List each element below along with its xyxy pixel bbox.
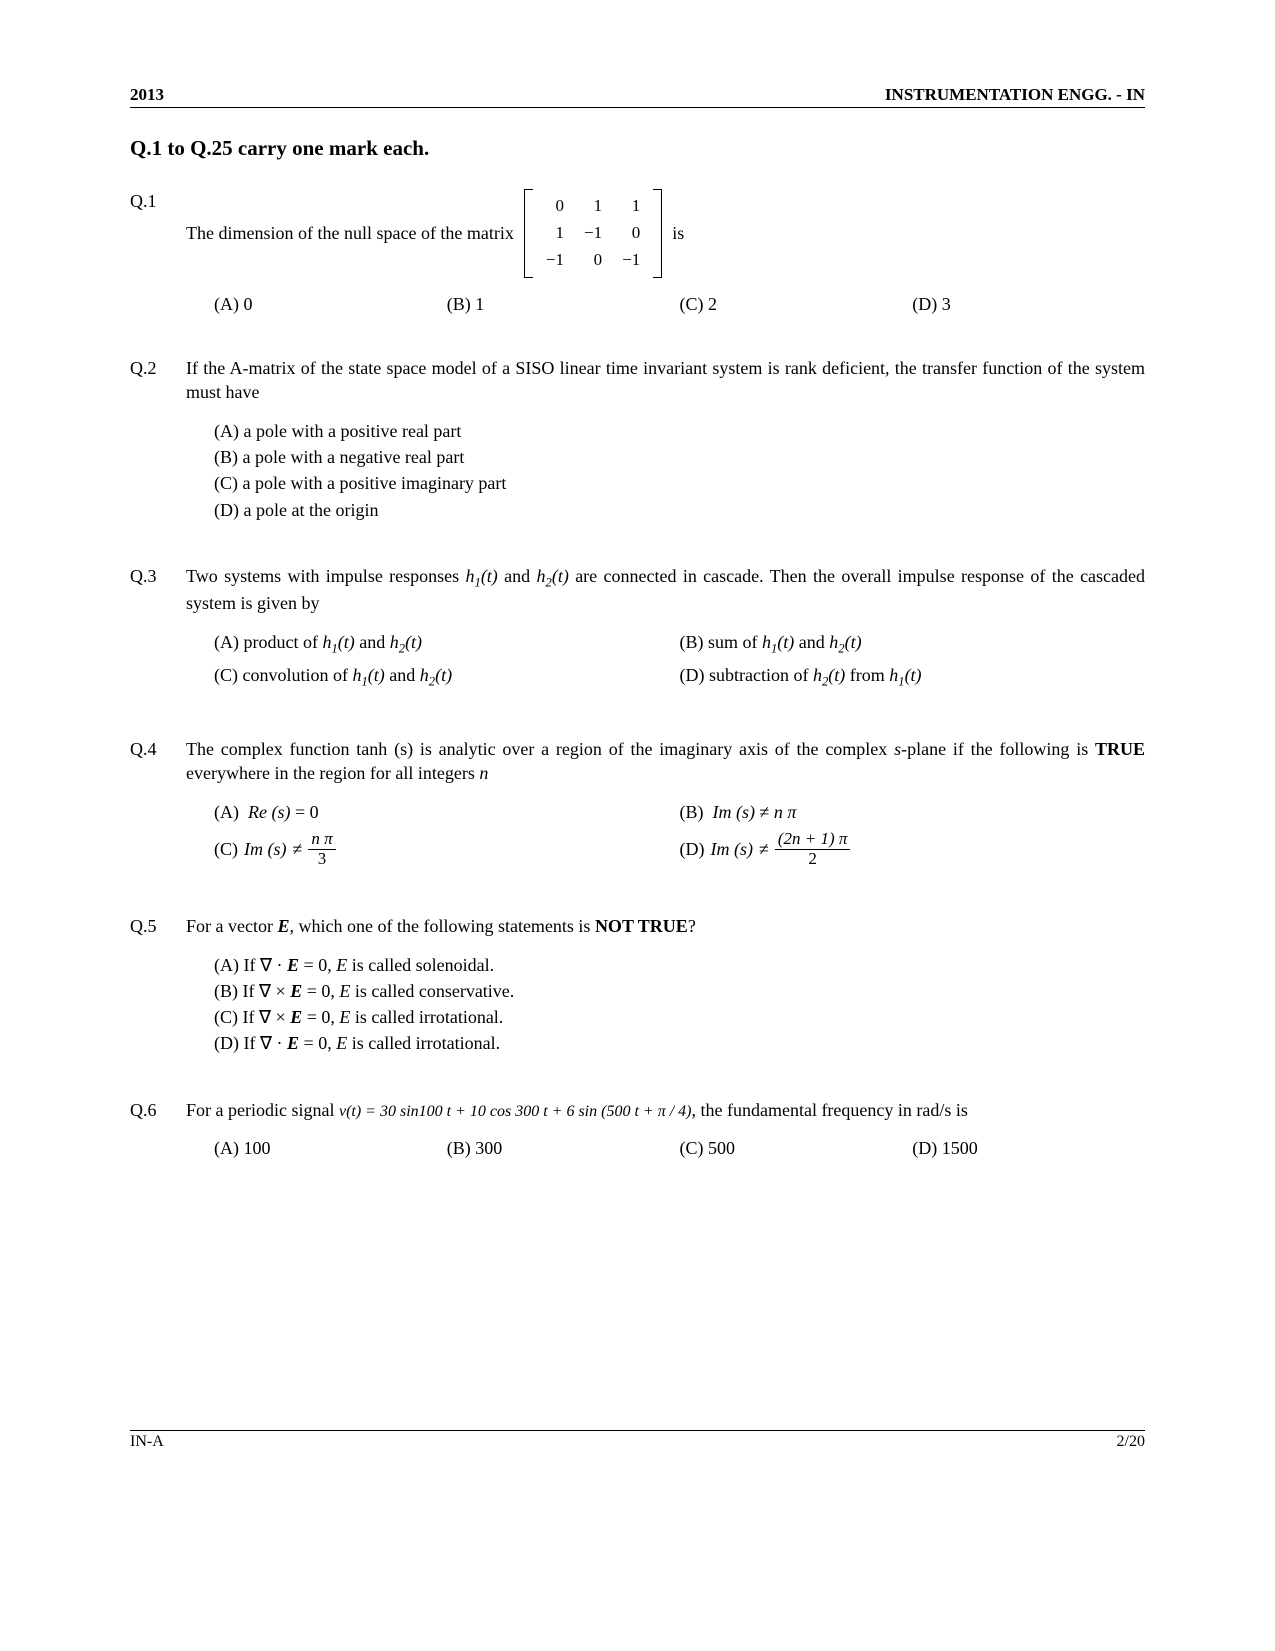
q3-opt-b: (B) sum of h1(t) and h2(t) <box>680 630 1146 658</box>
q4-body: The complex function tanh (s) is analyti… <box>186 737 1145 874</box>
q6-p2: , the fundamental frequency in rad/s is <box>691 1100 967 1120</box>
header-subject: INSTRUMENTATION ENGG. - IN <box>885 85 1145 105</box>
q1-matrix: 011 1−10 −10−1 <box>524 189 662 278</box>
question-2: Q.2 If the A-matrix of the state space m… <box>130 356 1145 524</box>
q6-eq: v(t) = 30 sin100 t + 10 cos 300 t + 6 si… <box>339 1103 692 1120</box>
q3-options: (A) product of h1(t) and h2(t) (B) sum o… <box>186 630 1145 697</box>
q2-opt-a: (A) a pole with a positive real part <box>214 419 1145 443</box>
q5-p2: , which one of the following statements … <box>289 916 594 936</box>
q4-n: n <box>479 763 488 783</box>
question-3: Q.3 Two systems with impulse responses h… <box>130 564 1145 697</box>
page-header: 2013 INSTRUMENTATION ENGG. - IN <box>130 85 1145 108</box>
m-22: −1 <box>612 247 650 274</box>
q5-opt-b: (B) If ∇ × E = 0, E is called conservati… <box>214 979 1145 1003</box>
q4-number: Q.4 <box>130 737 186 874</box>
q3-p1: Two systems with impulse responses <box>186 566 466 586</box>
footer-left: IN-A <box>130 1433 164 1451</box>
m-01: 1 <box>574 193 612 220</box>
m-20: −1 <box>536 247 574 274</box>
q4-p3: -plane if the following is <box>901 739 1095 759</box>
m-11: −1 <box>574 220 612 247</box>
q2-opt-d: (D) a pole at the origin <box>214 498 1145 522</box>
section-title: Q.1 to Q.25 carry one mark each. <box>130 136 1145 161</box>
q1-opt-c: (C) 2 <box>680 292 913 316</box>
q1-number: Q.1 <box>130 189 186 316</box>
question-1: Q.1 The dimension of the null space of t… <box>130 189 1145 316</box>
q4-opt-b: (B) Im (s) ≠ n π <box>680 800 1146 824</box>
m-02: 1 <box>612 193 650 220</box>
q4-p1: The complex function <box>186 739 356 759</box>
q6-opt-b: (B) 300 <box>447 1136 680 1160</box>
q4-stem: The complex function tanh (s) is analyti… <box>186 737 1145 786</box>
q3-number: Q.3 <box>130 564 186 697</box>
m-00: 0 <box>536 193 574 220</box>
q3-h2: h2(t) <box>537 566 569 586</box>
q6-body: For a periodic signal v(t) = 30 sin100 t… <box>186 1098 1145 1161</box>
q2-stem: If the A-matrix of the state space model… <box>186 356 1145 405</box>
footer-right: 2/20 <box>1117 1433 1145 1451</box>
q6-opt-a: (A) 100 <box>214 1136 447 1160</box>
q5-nottrue: NOT TRUE <box>595 916 688 936</box>
q3-opt-c: (C) convolution of h1(t) and h2(t) <box>214 663 680 691</box>
q5-p1: For a vector <box>186 916 277 936</box>
m-21: 0 <box>574 247 612 274</box>
q2-options: (A) a pole with a positive real part (B)… <box>186 419 1145 522</box>
q3-p2: and <box>504 566 536 586</box>
page: 2013 INSTRUMENTATION ENGG. - IN Q.1 to Q… <box>0 0 1275 1651</box>
header-year: 2013 <box>130 85 164 105</box>
q2-body: If the A-matrix of the state space model… <box>186 356 1145 524</box>
q1-stem: The dimension of the null space of the m… <box>186 189 1145 278</box>
page-footer: IN-A 2/20 <box>130 1430 1145 1451</box>
q2-opt-b: (B) a pole with a negative real part <box>214 445 1145 469</box>
q4-true: TRUE <box>1095 739 1145 759</box>
q5-opt-c: (C) If ∇ × E = 0, E is called irrotation… <box>214 1005 1145 1029</box>
q1-opt-d: (D) 3 <box>912 292 1145 316</box>
q3-stem: Two systems with impulse responses h1(t)… <box>186 564 1145 616</box>
q5-opt-d: (D) If ∇ · E = 0, E is called irrotation… <box>214 1031 1145 1055</box>
q6-opt-c: (C) 500 <box>680 1136 913 1160</box>
q2-number: Q.2 <box>130 356 186 524</box>
q5-opt-a: (A) If ∇ · E = 0, E is called solenoidal… <box>214 953 1145 977</box>
q6-opt-d: (D) 1500 <box>912 1136 1145 1160</box>
q6-options: (A) 100 (B) 300 (C) 500 (D) 1500 <box>186 1136 1145 1160</box>
q3-body: Two systems with impulse responses h1(t)… <box>186 564 1145 697</box>
m-10: 1 <box>536 220 574 247</box>
q5-body: For a vector E, which one of the followi… <box>186 914 1145 1057</box>
q4-opt-d: (D) Im (s) ≠ (2n + 1) π2 <box>680 830 1146 868</box>
q1-opt-a: (A) 0 <box>214 292 447 316</box>
q5-options: (A) If ∇ · E = 0, E is called solenoidal… <box>186 953 1145 1056</box>
q4-options: (A) Re (s) = 0 (B) Im (s) ≠ n π (C) Im (… <box>186 800 1145 875</box>
q1-stem-pre: The dimension of the null space of the m… <box>186 221 514 245</box>
m-12: 0 <box>612 220 650 247</box>
question-6: Q.6 For a periodic signal v(t) = 30 sin1… <box>130 1098 1145 1161</box>
q1-body: The dimension of the null space of the m… <box>186 189 1145 316</box>
q1-stem-post: is <box>672 221 684 245</box>
q4-opt-c: (C) Im (s) ≠ n π3 <box>214 830 680 868</box>
q6-stem: For a periodic signal v(t) = 30 sin100 t… <box>186 1098 1145 1123</box>
q6-p1: For a periodic signal <box>186 1100 339 1120</box>
q4-p2: is analytic over a region of the imagina… <box>413 739 894 759</box>
q3-opt-a: (A) product of h1(t) and h2(t) <box>214 630 680 658</box>
q1-options: (A) 0 (B) 1 (C) 2 (D) 3 <box>186 292 1145 316</box>
q3-h1: h1(t) <box>466 566 498 586</box>
q1-opt-b: (B) 1 <box>447 292 680 316</box>
q6-number: Q.6 <box>130 1098 186 1161</box>
question-5: Q.5 For a vector E, which one of the fol… <box>130 914 1145 1057</box>
q3-opt-d: (D) subtraction of h2(t) from h1(t) <box>680 663 1146 691</box>
q5-stem: For a vector E, which one of the followi… <box>186 914 1145 938</box>
q4-fn: tanh (s) <box>356 739 413 759</box>
q2-opt-c: (C) a pole with a positive imaginary par… <box>214 471 1145 495</box>
q5-number: Q.5 <box>130 914 186 1057</box>
question-4: Q.4 The complex function tanh (s) is ana… <box>130 737 1145 874</box>
q5-E: E <box>277 916 289 936</box>
q5-p3: ? <box>688 916 696 936</box>
q4-opt-a: (A) Re (s) = 0 <box>214 800 680 824</box>
q4-p4: everywhere in the region for all integer… <box>186 763 479 783</box>
